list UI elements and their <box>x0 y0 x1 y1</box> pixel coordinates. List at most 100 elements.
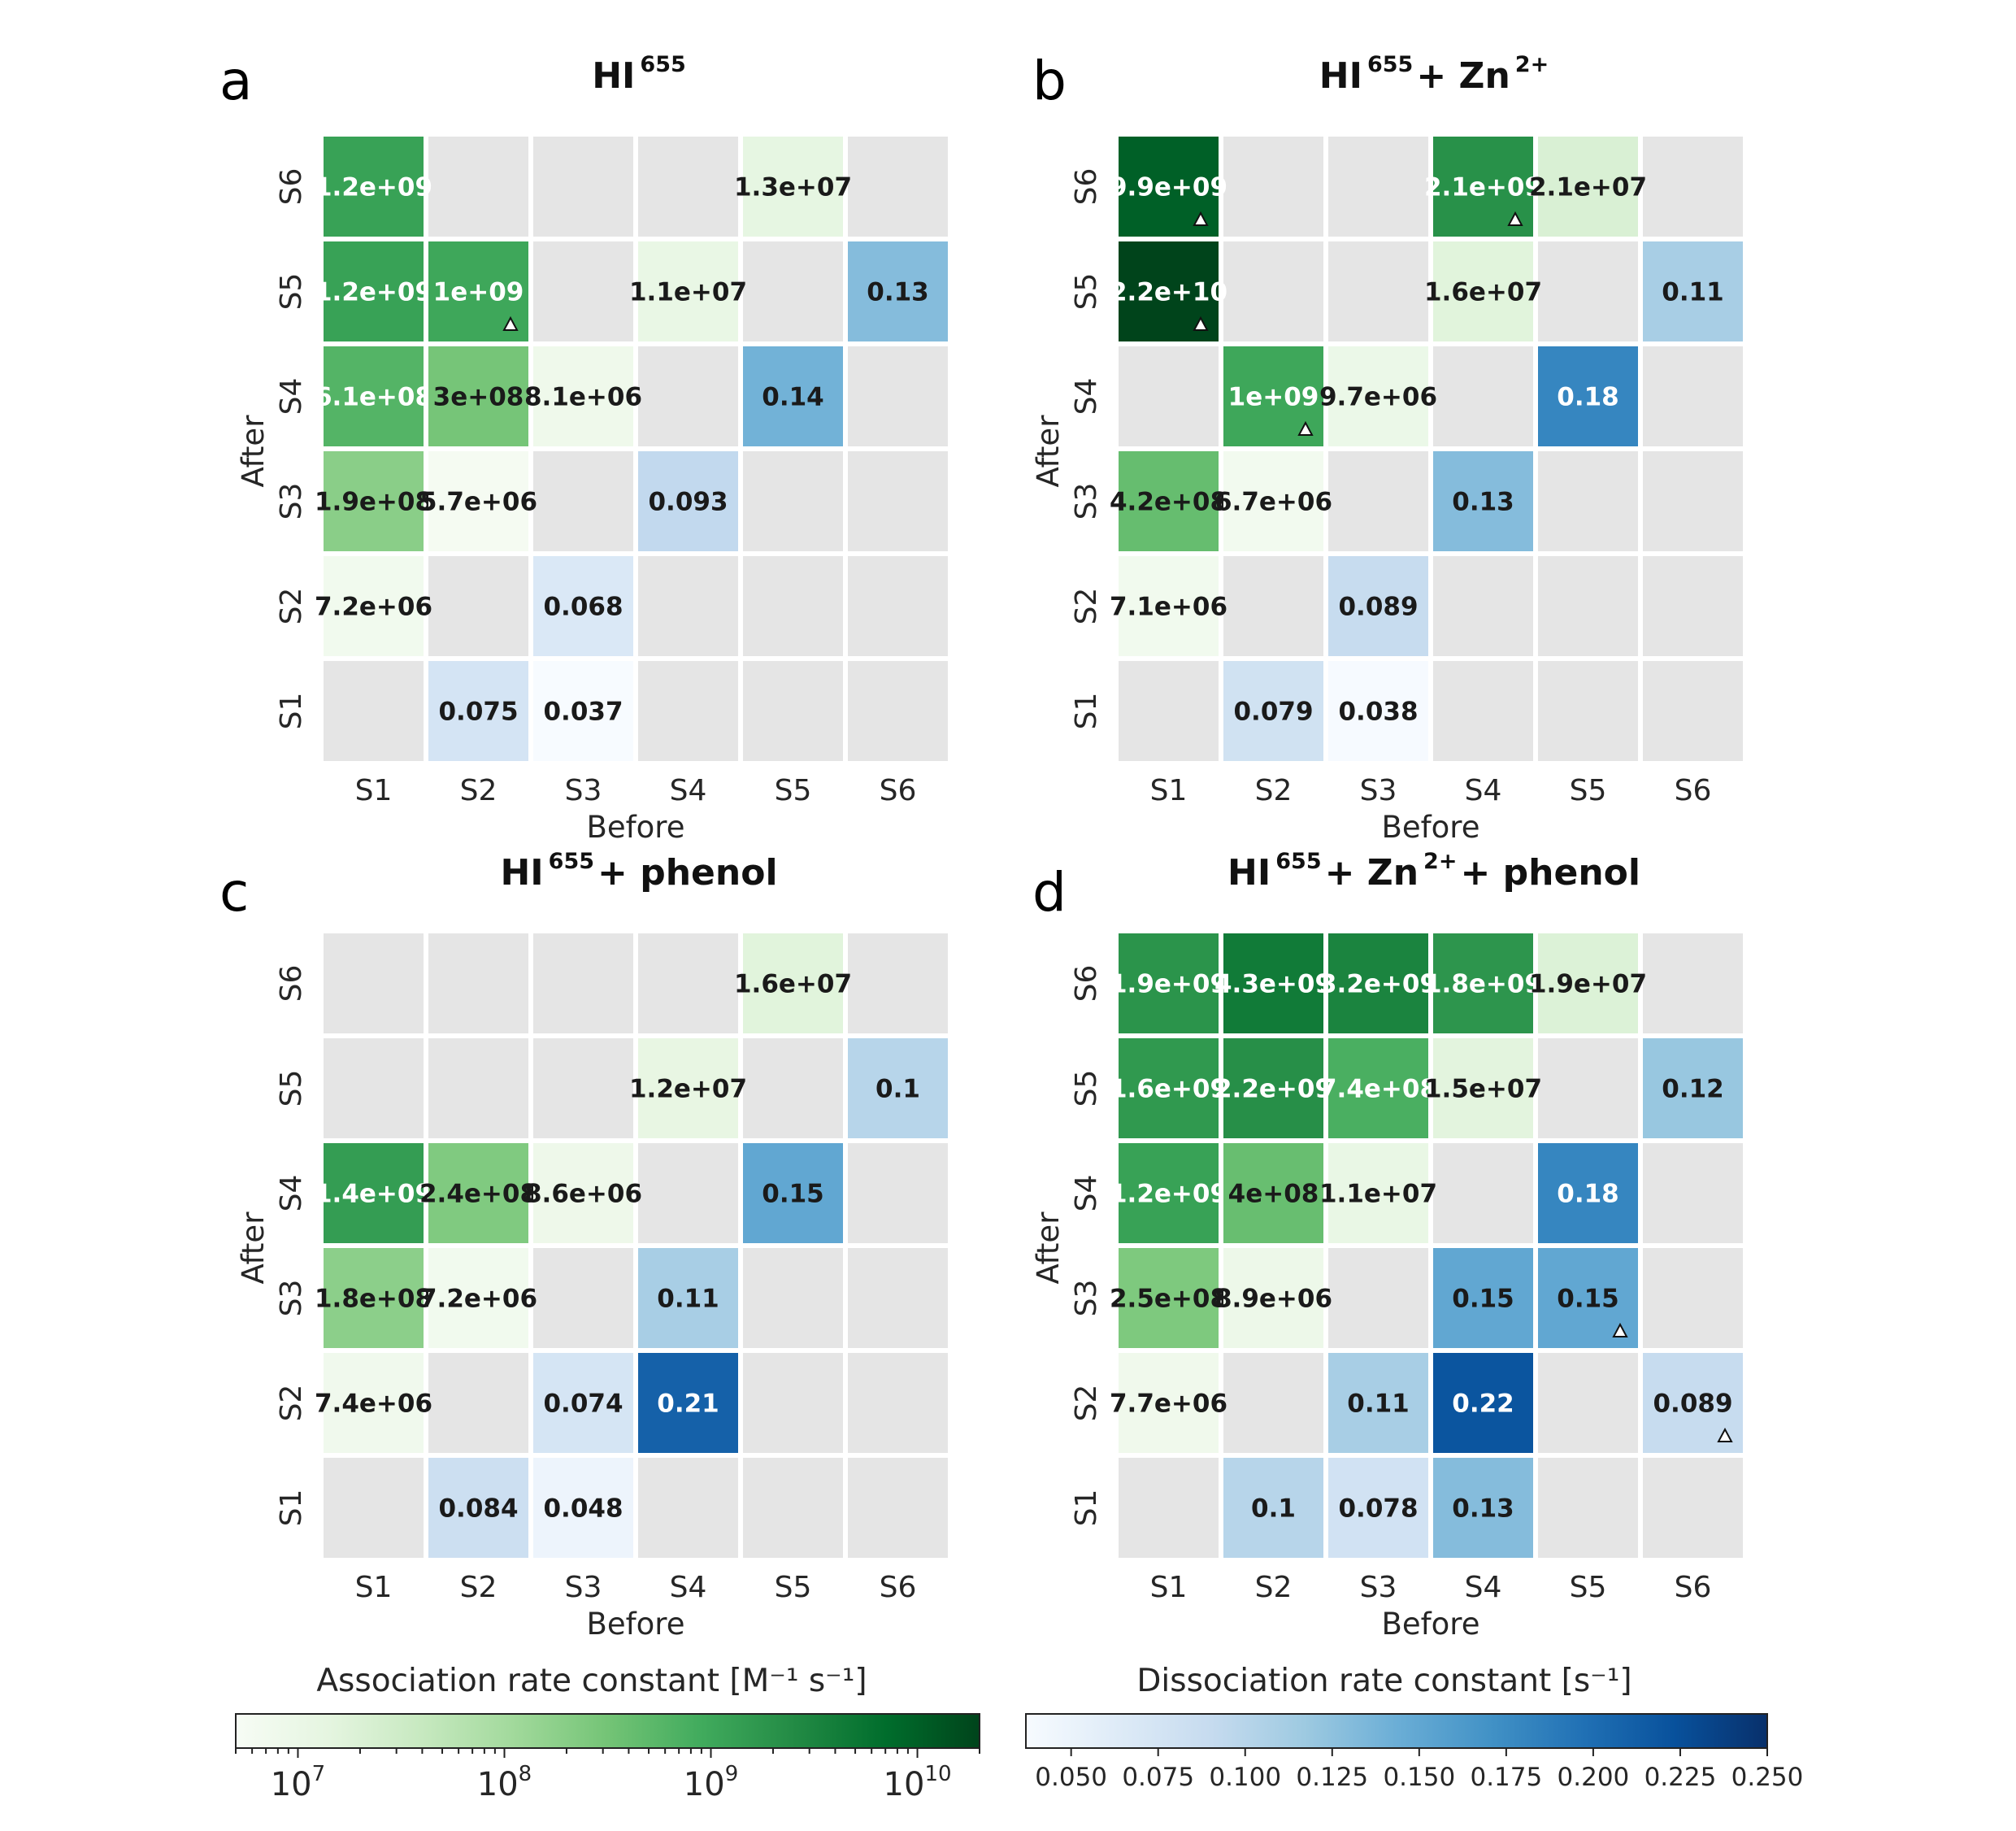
cell-value-label: 0.075 <box>438 698 518 727</box>
association-cell <box>324 241 424 341</box>
x-tick-label: S2 <box>1255 774 1293 807</box>
empty-cell <box>428 137 528 237</box>
dissociation-cell <box>743 1143 843 1243</box>
x-tick-label: S4 <box>670 774 707 807</box>
association-cell <box>1538 933 1638 1033</box>
cell-value-label: 1.6e+09 <box>1110 1075 1227 1104</box>
cell-value-label: 0.18 <box>1557 383 1619 412</box>
dissociation-cell <box>638 1353 738 1453</box>
dissociation-tick-label: 0.200 <box>1558 1763 1630 1792</box>
association-cell <box>428 1248 528 1348</box>
dissociation-cell <box>743 346 843 446</box>
empty-cell <box>1328 137 1428 237</box>
empty-cell <box>428 933 528 1033</box>
panel-letter: b <box>1032 50 1067 112</box>
y-tick-label: S5 <box>1070 273 1103 311</box>
y-tick-label: S4 <box>1070 1175 1103 1212</box>
cell-value-label: 2.4e+08 <box>419 1180 537 1209</box>
association-cell <box>638 1038 738 1138</box>
dissociation-cell <box>428 1458 528 1558</box>
cell-value-label: 1.1e+07 <box>1319 1180 1437 1209</box>
association-tick-label: 108 <box>477 1762 532 1803</box>
cell-value-label: 9.7e+06 <box>1319 383 1437 412</box>
empty-cell <box>1538 451 1638 551</box>
empty-cell <box>1119 661 1219 761</box>
empty-cell <box>638 661 738 761</box>
association-cell <box>1119 1143 1219 1243</box>
dissociation-tick-label: 0.250 <box>1731 1763 1804 1792</box>
x-tick-label: S1 <box>355 1571 393 1604</box>
empty-cell <box>848 346 948 446</box>
y-tick-label: S4 <box>275 378 308 415</box>
panel-letter: a <box>219 50 252 112</box>
association-cell <box>324 556 424 656</box>
dissociation-cell <box>1433 451 1533 551</box>
association-cell <box>1119 556 1219 656</box>
cell-value-label: 1.5e+07 <box>1424 1075 1542 1104</box>
y-tick-label: S3 <box>1070 1280 1103 1317</box>
y-tick-label: S6 <box>1070 168 1103 206</box>
cell-value-label: 0.13 <box>867 278 929 307</box>
empty-cell <box>1643 1248 1743 1348</box>
empty-cell <box>638 1458 738 1558</box>
cell-value-label: 1e+09 <box>433 278 524 307</box>
cell-value-label: 1.6e+07 <box>734 970 852 999</box>
cell-value-label: 1.9e+09 <box>1110 970 1227 999</box>
empty-cell <box>1643 1143 1743 1243</box>
x-tick-label: S1 <box>1150 774 1188 807</box>
empty-cell <box>638 933 738 1033</box>
panel-letter: d <box>1032 861 1067 924</box>
triangle-marker-icon <box>1297 420 1314 436</box>
y-tick-label: S1 <box>1070 693 1103 730</box>
dissociation-tick-label: 0.075 <box>1122 1763 1194 1792</box>
association-cell <box>743 137 843 237</box>
empty-cell <box>1119 1458 1219 1558</box>
triangle-marker-icon <box>1507 211 1523 226</box>
cell-value-label: 8.9e+06 <box>1214 1285 1332 1314</box>
x-tick-label: S3 <box>565 1571 602 1604</box>
empty-cell <box>1433 346 1533 446</box>
cell-value-label: 7.4e+06 <box>315 1390 432 1419</box>
cell-value-label: 1.2e+07 <box>629 1075 747 1104</box>
cell-value-label: 1.6e+07 <box>1424 278 1542 307</box>
y-tick-label: S4 <box>275 1175 308 1212</box>
dissociation-cell <box>638 1248 738 1348</box>
association-cell <box>1223 1143 1323 1243</box>
association-colorbar-gradient <box>235 1713 980 1749</box>
empty-cell <box>324 933 424 1033</box>
association-cell <box>324 346 424 446</box>
empty-cell <box>324 1458 424 1558</box>
cell-value-label: 1e+09 <box>1228 383 1319 412</box>
y-tick-label: S1 <box>275 693 308 730</box>
panel-d: d HI 655+ Zn 2++ phenol 1.9e+094.3e+093.2e+0… <box>1031 849 1743 1642</box>
association-cell <box>1433 1038 1533 1138</box>
empty-cell <box>848 1143 948 1243</box>
x-tick-label: S3 <box>1360 1571 1397 1604</box>
x-tick-label: S1 <box>355 774 393 807</box>
cell-value-label: 1.2e+09 <box>315 173 432 202</box>
cell-value-label: 0.089 <box>1338 593 1418 622</box>
y-tick-label: S3 <box>1070 483 1103 520</box>
empty-cell <box>1433 556 1533 656</box>
empty-cell <box>1119 346 1219 446</box>
empty-cell <box>848 137 948 237</box>
association-colorbar: Association rate constant [M⁻¹ s⁻¹] 107 1… <box>235 1663 980 1803</box>
empty-cell <box>533 451 633 551</box>
association-cell <box>1119 933 1219 1033</box>
dissociation-tick-label: 0.175 <box>1470 1763 1542 1792</box>
dissociation-cell <box>1643 241 1743 341</box>
empty-cell <box>1538 661 1638 761</box>
empty-cell <box>1538 1353 1638 1453</box>
y-axis-label: After <box>1031 1211 1066 1285</box>
association-cell <box>324 1143 424 1243</box>
association-cell <box>324 137 424 237</box>
dissociation-cell <box>1433 1458 1533 1558</box>
empty-cell <box>1643 1458 1743 1558</box>
dissociation-cell <box>533 1353 633 1453</box>
association-cell <box>1433 933 1533 1033</box>
cell-value-label: 2.2e+09 <box>1214 1075 1332 1104</box>
empty-cell <box>743 556 843 656</box>
empty-cell <box>1328 241 1428 341</box>
empty-cell <box>848 933 948 1033</box>
